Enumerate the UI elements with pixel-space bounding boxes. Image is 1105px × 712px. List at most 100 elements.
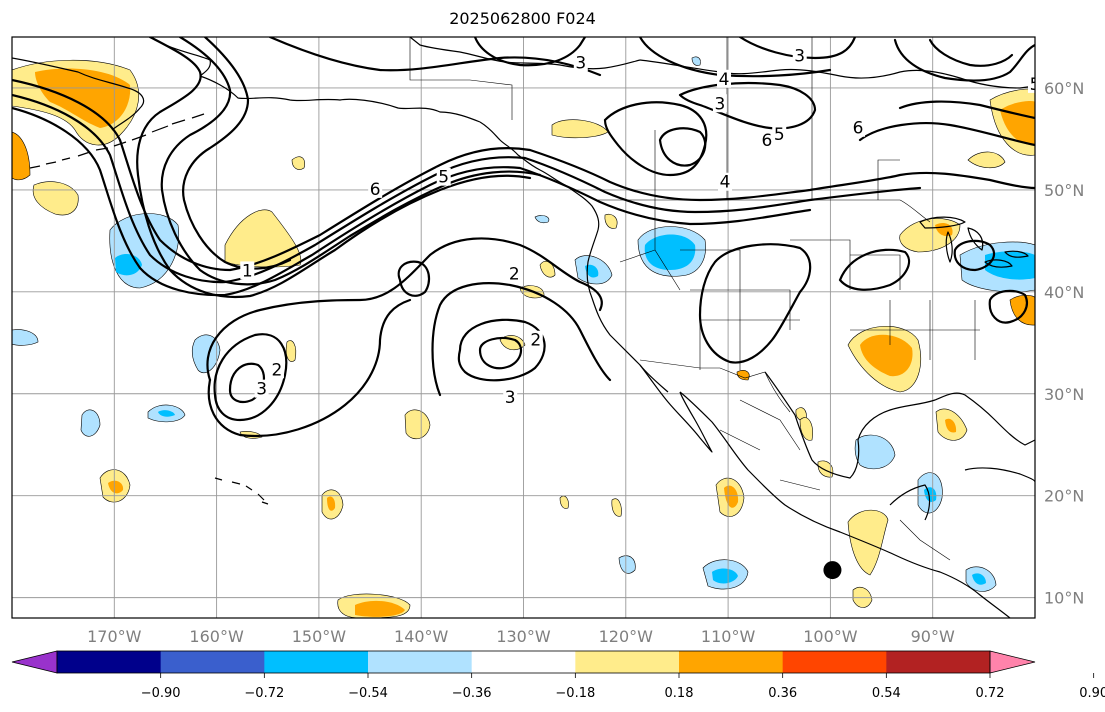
contour xyxy=(738,37,857,60)
coast-mexico xyxy=(679,391,1011,618)
coast-bc xyxy=(479,121,600,231)
colorbar-bin xyxy=(57,651,162,673)
contour-label: 6 xyxy=(853,119,864,139)
contour-label: 3 xyxy=(505,388,516,408)
colorbar-bin xyxy=(160,651,265,673)
shade-positive-strong xyxy=(35,68,131,128)
contour-label: 3 xyxy=(575,53,586,73)
contour-label-bg xyxy=(573,53,588,72)
lake-huron xyxy=(967,227,984,251)
border-alaska-canada xyxy=(409,37,513,120)
colorbar-tick-label: 0.18 xyxy=(665,686,694,701)
contour-label: 3 xyxy=(794,46,805,66)
colorbar-extend-max xyxy=(989,650,1036,674)
coast-alaska-west xyxy=(12,57,145,131)
colorbar-tick-label: 0.36 xyxy=(768,686,797,701)
coast-aleutians xyxy=(29,113,205,169)
contour-label: 3 xyxy=(1063,158,1074,178)
shade-positive xyxy=(799,417,813,441)
shade-positive xyxy=(539,260,556,278)
border-us-mexico xyxy=(639,359,791,413)
colorbar-extend-min xyxy=(11,650,58,674)
contour xyxy=(678,81,817,130)
colorbar-bin xyxy=(886,651,991,673)
lake-michigan xyxy=(945,231,953,263)
longitude-labels: 170°W 160°W 150°W 140°W 130°W 120°W 110°W 100°W… xyxy=(87,627,955,646)
contour-label: 6 xyxy=(370,180,381,200)
coastlines xyxy=(12,37,1035,618)
contour xyxy=(478,336,523,370)
contour xyxy=(953,239,996,272)
lon-label: 160°W xyxy=(189,627,244,646)
colorbar-tick-label: −0.36 xyxy=(452,686,492,701)
shade-negative xyxy=(534,215,550,224)
contour xyxy=(207,298,412,437)
lon-label: 100°W xyxy=(803,627,858,646)
contour-label: 1 xyxy=(242,261,253,281)
lake-ontario xyxy=(1004,250,1029,258)
contour-label-bg xyxy=(1028,74,1035,93)
contour xyxy=(12,78,1035,272)
lat-label: 60°N xyxy=(1044,79,1084,98)
coast-baja xyxy=(639,364,713,453)
shade-positive xyxy=(611,498,622,517)
contour-label: 3 xyxy=(1062,106,1073,126)
contour xyxy=(698,243,812,364)
contour-label: 4 xyxy=(720,173,731,193)
contour-label-bg xyxy=(772,124,787,143)
lake-superior xyxy=(919,216,966,229)
contour xyxy=(473,37,587,67)
contour xyxy=(928,38,1014,67)
colorbar-tick-label: −0.18 xyxy=(555,686,595,701)
shade-positive xyxy=(285,340,297,362)
lon-label: 90°W xyxy=(911,627,955,646)
shade-negative xyxy=(854,434,896,470)
contour xyxy=(838,248,911,291)
lat-label: 10°N xyxy=(1044,589,1084,608)
colorbar-tick-label: −0.72 xyxy=(244,686,284,701)
contour-label: 4 xyxy=(719,70,730,90)
contour-label: 6 xyxy=(762,131,773,151)
latitude-labels: 60°N 50°N 40°N 30°N 20°N 10°N xyxy=(1044,79,1084,608)
contour xyxy=(12,106,812,297)
shade-positive-strong xyxy=(945,418,957,433)
lon-label: 120°W xyxy=(599,627,654,646)
contour-label-bg xyxy=(1062,158,1076,176)
lake-erie xyxy=(984,259,1013,268)
contour-label-bg xyxy=(368,179,383,198)
contour xyxy=(12,93,922,284)
colorbar-bin xyxy=(368,651,473,673)
contour-label-bg xyxy=(792,46,807,65)
political-borders xyxy=(409,37,980,561)
lon-label: 130°W xyxy=(496,627,551,646)
shade-negative xyxy=(80,409,101,437)
contour xyxy=(160,37,542,286)
contour-label: 2 xyxy=(272,360,283,380)
location-marker xyxy=(823,561,842,580)
contour xyxy=(431,282,612,397)
contour-label: 5 xyxy=(774,125,785,145)
shade-positive xyxy=(691,56,701,66)
contour-label: 2 xyxy=(509,264,520,284)
contour xyxy=(182,37,292,270)
contour-label: 3 xyxy=(256,380,267,400)
contour xyxy=(658,127,707,167)
shade-positive-strong xyxy=(327,496,336,511)
contour-label: 2 xyxy=(530,331,541,351)
contour xyxy=(213,333,288,422)
contour-lines xyxy=(12,37,1035,437)
contour xyxy=(397,260,431,297)
map-frame xyxy=(11,36,1036,619)
coast-gulf xyxy=(764,371,1035,479)
contour-label-bg xyxy=(528,330,543,349)
shade-positive xyxy=(817,460,834,478)
coast-yucatan xyxy=(889,484,931,521)
colorbar-tick-label: −0.90 xyxy=(141,686,181,701)
colorbar-tick-label: 0.54 xyxy=(872,686,901,701)
border-provinces xyxy=(654,37,900,200)
map-title: 2025062800 F024 xyxy=(449,9,596,28)
contour xyxy=(136,37,532,299)
contour-label-bg xyxy=(507,264,522,283)
contour xyxy=(898,100,1035,120)
